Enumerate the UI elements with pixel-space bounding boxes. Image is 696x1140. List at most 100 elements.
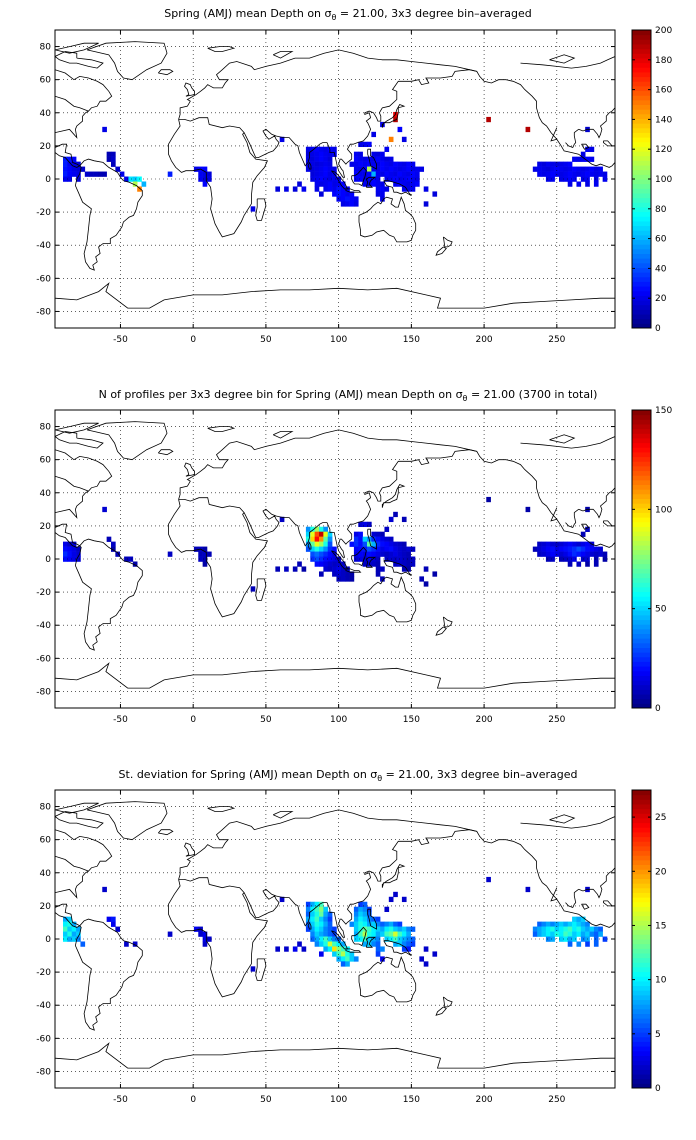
heatmap-cell (332, 176, 337, 182)
coastline (74, 158, 143, 271)
heatmap-cell (589, 156, 595, 162)
heatmap-cell (393, 166, 398, 172)
heatmap-cell (362, 181, 368, 187)
colorbar-step (632, 990, 651, 996)
heatmap-cell (323, 931, 329, 937)
heatmap-cell (202, 931, 208, 937)
colorbar-step (632, 531, 651, 537)
heatmap-cell (401, 936, 407, 942)
colorbar-step (632, 81, 651, 87)
heatmap-cell (375, 161, 381, 167)
heatmap-cell (207, 551, 212, 557)
heatmap-cell (193, 166, 199, 172)
heatmap-cell (310, 911, 315, 917)
colorbar-step (632, 624, 651, 630)
colorbar-step (632, 85, 651, 92)
heatmap-cell (292, 186, 298, 192)
heatmap-cell (567, 181, 573, 187)
coastline (358, 956, 417, 1003)
heatmap-cell (532, 926, 538, 932)
heatmap-cell (384, 921, 390, 927)
heatmap-cell (358, 546, 363, 552)
colorbar-step (632, 304, 651, 310)
heatmap-cell (576, 931, 582, 937)
heatmap-cell (297, 561, 302, 567)
heatmap-cell (358, 176, 363, 182)
heatmap-cell (486, 116, 491, 123)
colorbar-step (632, 202, 651, 208)
heatmap-cell (358, 901, 363, 908)
colorbar-step (632, 99, 651, 105)
heatmap-cell (576, 561, 582, 567)
heatmap-cell (550, 161, 555, 167)
colorbar-step (632, 925, 651, 931)
heatmap-cell (375, 151, 381, 157)
heatmap-cell (305, 926, 311, 932)
colorbar-step (632, 1018, 651, 1024)
colorbar-step (632, 253, 651, 259)
colorbar-step (632, 239, 651, 245)
coastline (358, 196, 417, 243)
heatmap-cell (397, 166, 403, 172)
heatmap-cell (380, 956, 385, 962)
colorbar-step (632, 1083, 651, 1089)
heatmap-cell (314, 556, 320, 562)
heatmap-cell (419, 956, 425, 962)
heatmap-cell (589, 166, 595, 172)
y-tick-label: -80 (36, 687, 51, 697)
colorbar-step (632, 160, 651, 166)
colorbar-step (632, 864, 651, 870)
heatmap-cell (102, 171, 107, 177)
heatmap-cell (63, 171, 68, 177)
heatmap-cell (207, 171, 212, 177)
coastline (351, 166, 367, 187)
heatmap-cell (97, 171, 103, 177)
heatmap-cell (202, 176, 208, 182)
heatmap-cell (76, 551, 81, 557)
colorbar-tick-label: 0 (655, 704, 661, 714)
heatmap-cell (327, 541, 333, 547)
heatmap-cell (63, 551, 68, 557)
heatmap-cell (397, 931, 403, 937)
heatmap-cell (202, 546, 208, 552)
heatmap-cell (353, 156, 359, 162)
heatmap-cell (76, 926, 81, 932)
heatmap-cell (106, 916, 112, 922)
heatmap-cell (340, 181, 346, 187)
panel-3: -50 0 50 100 150 200 250-80-60-40-200204060800… (36, 789, 667, 1105)
heatmap-cell (314, 161, 320, 167)
heatmap-cell (124, 556, 129, 562)
coastline (86, 41, 168, 81)
heatmap-cell (384, 176, 390, 182)
heatmap-cell (358, 926, 363, 932)
heatmap-cell (401, 926, 407, 932)
heatmap-cell (375, 156, 381, 162)
heatmap-cell (67, 931, 73, 937)
heatmap-cell (297, 181, 302, 187)
heatmap-cell (406, 181, 411, 187)
heatmap-cell (353, 551, 359, 557)
heatmap-cell (367, 166, 372, 172)
colorbar-step (632, 803, 651, 810)
heatmap-cell (358, 551, 363, 557)
y-tick-label: 20 (40, 142, 52, 152)
heatmap-cell (388, 171, 394, 177)
x-tick-label: 250 (548, 335, 565, 345)
coastline (435, 246, 447, 256)
heatmap-cell (279, 896, 285, 903)
heatmap-cell (393, 941, 398, 947)
heatmap-cell (393, 546, 398, 552)
heatmap-cell (593, 936, 599, 942)
heatmap-cell (319, 936, 324, 942)
heatmap-cell (559, 161, 564, 167)
heatmap-cell (545, 921, 551, 927)
colorbar-step (632, 1064, 651, 1070)
heatmap-cell (598, 171, 603, 177)
heatmap-cell (115, 926, 121, 932)
heatmap-cell (567, 931, 573, 937)
coastline (443, 616, 453, 628)
colorbar-step (632, 827, 651, 833)
colorbar-tick-label: 180 (655, 56, 672, 66)
heatmap-cell (375, 166, 381, 172)
